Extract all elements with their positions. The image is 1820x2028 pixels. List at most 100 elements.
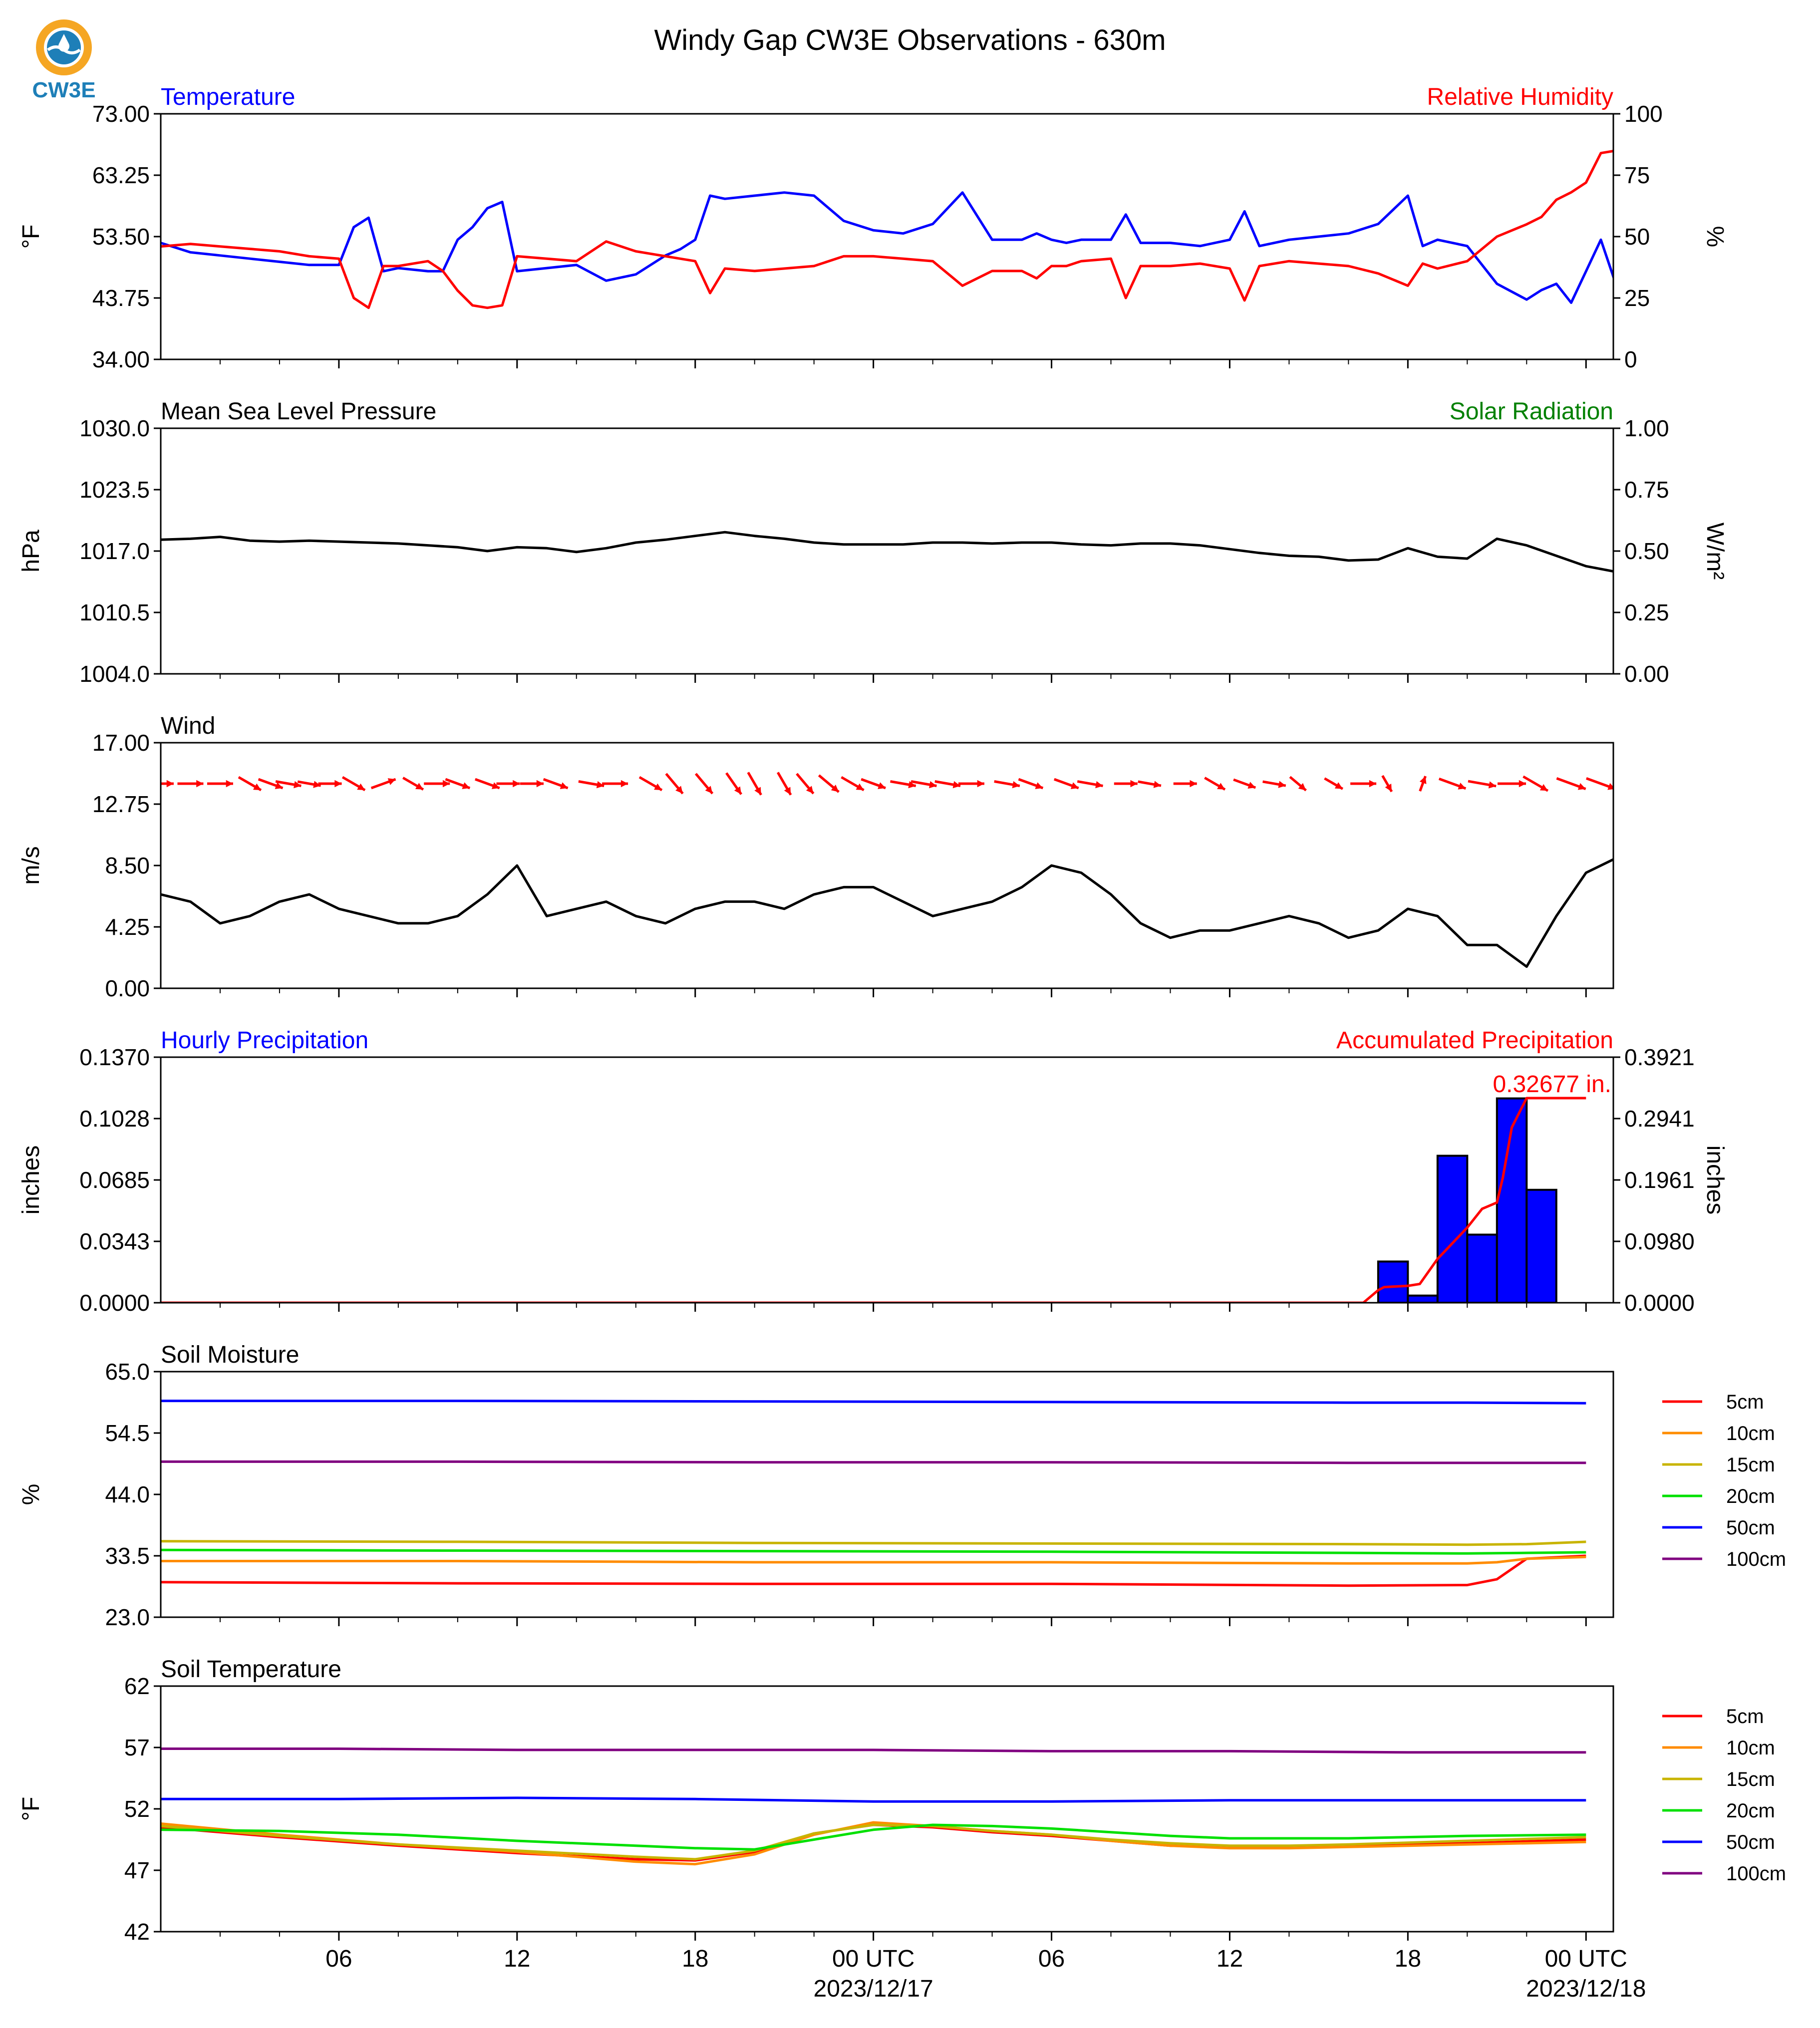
wind-barb-head xyxy=(1539,784,1548,791)
legend-label: 50cm xyxy=(1726,1517,1775,1539)
wind-barb-head xyxy=(1012,781,1020,789)
y-tick-label-right: 0 xyxy=(1624,346,1637,372)
legend-label: 50cm xyxy=(1726,1831,1775,1853)
wind-barb xyxy=(777,772,792,796)
wind-barb-head xyxy=(334,780,342,788)
y-tick-label: 57 xyxy=(124,1735,150,1760)
wind-barb xyxy=(841,776,865,792)
wind-barb-head xyxy=(294,781,302,789)
logo-droplet-icon xyxy=(58,34,69,52)
y-axis-label: inches xyxy=(18,1146,44,1215)
plot-area xyxy=(161,772,1613,968)
wind-barb-head xyxy=(415,783,423,790)
y-tick-label: 8.50 xyxy=(105,853,150,878)
precip-bar xyxy=(1377,1260,1409,1303)
wind-barb xyxy=(578,780,605,789)
wind-barb xyxy=(496,780,520,788)
y-tick-label: 1010.5 xyxy=(79,599,150,625)
wind-barb-head xyxy=(1130,780,1138,788)
y-tick-label: 54.5 xyxy=(105,1420,150,1446)
wind-barb-head xyxy=(908,781,916,789)
series-line-10cm xyxy=(161,1555,1586,1565)
wind-barb xyxy=(370,778,396,790)
y-tick-label: 0.0000 xyxy=(79,1290,150,1316)
plot-area xyxy=(161,1097,1586,1303)
wind-barb xyxy=(725,772,743,795)
legend: 5cm 10cm 15cm 20cm 50cm 100cm xyxy=(1662,1391,1786,1570)
x-tick-label: 18 xyxy=(682,1946,708,1972)
y-tick-label: 0.0343 xyxy=(79,1228,150,1254)
plot-frame xyxy=(160,1056,1614,1304)
wind-barb xyxy=(638,776,663,792)
wind-barb xyxy=(161,780,174,788)
legend-label: 15cm xyxy=(1726,1454,1775,1476)
panel-title-left: Hourly Precipitation xyxy=(161,1027,368,1054)
series-line-5cm xyxy=(161,1554,1586,1587)
y-tick-label-right: 25 xyxy=(1624,285,1650,311)
wind-barb xyxy=(1522,775,1549,792)
wind-barb-head xyxy=(560,782,568,789)
y-axis-label: °F xyxy=(18,225,44,249)
wind-barb xyxy=(1018,778,1044,790)
wind-barb xyxy=(424,780,450,788)
series-line-50cm xyxy=(161,1796,1586,1803)
y-axis-label: hPa xyxy=(18,530,44,573)
wind-barb xyxy=(1114,780,1138,788)
wind-barb-head xyxy=(856,783,864,790)
y-tick-label: 33.5 xyxy=(105,1543,150,1569)
wind-barb xyxy=(207,780,233,788)
wind-barb-head xyxy=(620,780,628,788)
wind-barb-head xyxy=(878,782,886,789)
wind-barb xyxy=(1233,778,1256,789)
y-tick-label-right: 100 xyxy=(1624,101,1663,127)
wind-barb-head xyxy=(1419,776,1427,784)
wind-barb xyxy=(1498,780,1526,788)
wind-barb-head xyxy=(1577,783,1586,790)
wind-barb xyxy=(1586,777,1613,790)
wind-barb-head xyxy=(1607,783,1613,790)
panel-precip: Hourly Precipitation Accumulated Precipit… xyxy=(18,1027,1728,1316)
series-line-100cm xyxy=(161,1460,1586,1464)
wind-barb xyxy=(1054,778,1079,790)
wind-barb xyxy=(297,780,321,788)
y-axis-label: m/s xyxy=(18,846,44,884)
wind-barb-head xyxy=(1278,781,1286,788)
wind-barb xyxy=(1173,780,1197,788)
x-tick-label: 12 xyxy=(504,1946,530,1972)
wind-barb xyxy=(1556,777,1586,790)
x-tick-label: 00 UTC xyxy=(1545,1946,1627,1972)
wind-barb xyxy=(445,778,471,790)
y-tick-label-right: 0.2941 xyxy=(1624,1106,1695,1132)
wind-barb-head xyxy=(1247,782,1256,789)
panel-soil_temp: Soil Temperature 42 47 52 57 62 °F 06 12 18 00 UTC… xyxy=(18,1656,1786,2002)
y-axis-label-right: W/m² xyxy=(1702,523,1728,580)
wind-barb xyxy=(890,780,916,789)
wind-barb xyxy=(1381,775,1393,793)
series-line-20cm xyxy=(161,1548,1586,1555)
wind-barb xyxy=(818,774,840,793)
legend-label: 5cm xyxy=(1726,1706,1764,1728)
series-line-50cm xyxy=(161,1400,1586,1405)
wind-barb-head xyxy=(387,778,396,785)
plot-area xyxy=(161,150,1613,309)
y-tick-label: 4.25 xyxy=(105,914,150,940)
wind-barb-head xyxy=(1190,780,1197,788)
panel-title-left: Temperature xyxy=(161,84,295,110)
wind-barb-head xyxy=(226,780,233,788)
y-tick-label-right: 0.3921 xyxy=(1624,1044,1695,1070)
y-tick-label: 1004.0 xyxy=(79,661,150,687)
y-tick-label: 63.25 xyxy=(92,162,150,188)
panel-title-right: Accumulated Precipitation xyxy=(1336,1027,1613,1054)
y-axis-label: °F xyxy=(18,1797,44,1821)
wind-barb-head xyxy=(654,783,662,790)
precip-bar xyxy=(1436,1155,1469,1303)
accumulation-label: 0.32677 in. xyxy=(1493,1071,1611,1098)
x-tick-label: 18 xyxy=(1395,1946,1421,1972)
y-tick-label: 34.00 xyxy=(92,346,150,372)
wind-barb xyxy=(1419,776,1427,792)
legend-label: 20cm xyxy=(1726,1485,1775,1507)
wind-barb-head xyxy=(1369,780,1377,788)
series-line-20cm xyxy=(161,1823,1586,1851)
series-line-relative-humidity xyxy=(161,150,1613,309)
